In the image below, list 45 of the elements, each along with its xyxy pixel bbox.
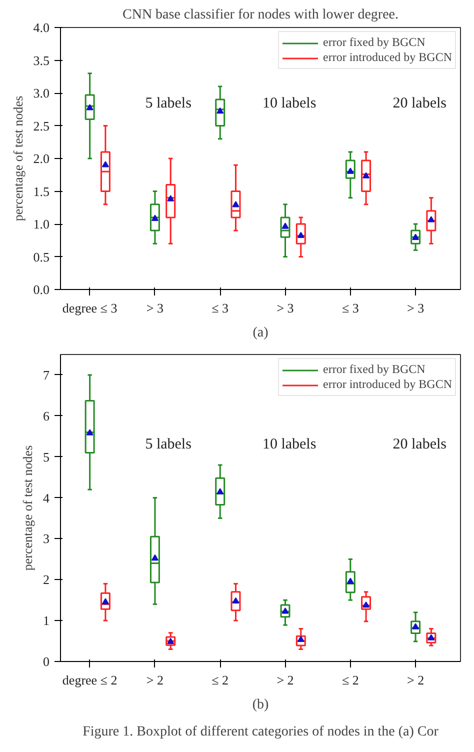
text: (a) (252, 326, 269, 340)
y-tick-label: 0 (43, 654, 50, 669)
y-tick-label: 4 (43, 490, 50, 506)
legend-label: error fixed by BGCN (323, 362, 426, 377)
annotation: 5 labels (145, 436, 192, 453)
y-tick-label: 0.5 (33, 249, 50, 264)
y-axis-title: percentage of test nodes (20, 445, 35, 571)
annotation: 20 labels (392, 95, 447, 112)
annotation: 5 labels (145, 95, 192, 112)
y-tick-label: 2.0 (33, 151, 50, 166)
annotation: 10 labels (262, 95, 316, 112)
y-tick-label: 1.0 (33, 216, 50, 232)
y-tick-label: 2 (43, 572, 50, 588)
annotation: 10 labels (262, 436, 316, 453)
x-tick-label: degree ≤ 2 (62, 672, 118, 688)
y-tick-label: 3 (43, 531, 50, 546)
x-tick-label: ≤ 2 (342, 672, 359, 688)
x-tick-label: > 2 (407, 672, 424, 688)
legend-label: error introduced by BGCN (323, 377, 452, 392)
x-tick-label: > 3 (407, 300, 424, 316)
legend-label: error fixed by BGCN (323, 35, 426, 50)
y-tick-label: 6 (43, 408, 50, 424)
y-tick-label: 1 (43, 613, 50, 628)
annotation: 20 labels (392, 436, 447, 453)
x-tick-label: > 3 (146, 300, 164, 316)
caption: Figure 1. Boxplot of different categories of nodes in the (a) Cor (82, 724, 439, 740)
text: (b) (252, 698, 269, 712)
y-tick-label: 0.0 (33, 282, 50, 297)
y-tick-label: 3.0 (33, 86, 50, 100)
y-tick-label: 1.5 (33, 184, 50, 199)
x-tick-label: ≤ 3 (342, 300, 359, 316)
legend-label: error introduced by BGCN (323, 50, 452, 65)
x-tick-label: ≤ 2 (212, 672, 229, 688)
y-tick-label: 5 (43, 449, 50, 464)
x-tick-label: > 3 (276, 300, 294, 316)
y-tick-label: 7 (43, 367, 50, 382)
x-tick-label: > 2 (146, 672, 164, 688)
y-tick-label: 4.0 (33, 20, 50, 35)
y-tick-label: 3.5 (33, 52, 50, 68)
text: CNN base classifier for nodes with lower degree. (122, 8, 399, 22)
x-tick-label: > 2 (276, 672, 294, 688)
x-tick-label: degree ≤ 3 (62, 300, 118, 316)
y-axis-title: percentage of test nodes (10, 96, 26, 222)
y-tick-label: 2.5 (33, 118, 50, 134)
x-tick-label: ≤ 3 (212, 300, 229, 316)
